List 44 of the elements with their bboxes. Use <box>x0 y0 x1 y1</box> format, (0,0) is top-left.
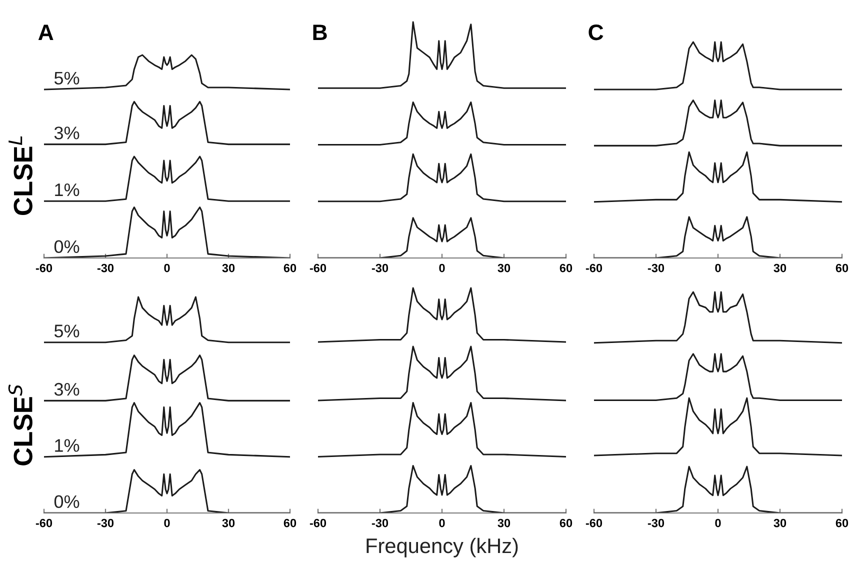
series-label: 0% <box>54 495 80 508</box>
x-tick-label: -60 <box>586 518 602 528</box>
y-axis-title: CLSE$^{S}$ <box>8 384 32 466</box>
x-tick-label: 30 <box>222 518 235 528</box>
x-tick-label: -30 <box>372 518 388 528</box>
x-tick-label: 60 <box>836 264 848 272</box>
x-tick-label: 0 <box>164 518 170 528</box>
x-tick-label: 30 <box>774 518 786 528</box>
x-tick-label: -30 <box>97 264 114 272</box>
x-tick-label: -30 <box>648 518 664 528</box>
x-tick-label: 60 <box>560 264 572 272</box>
x-tick-label: -60 <box>310 264 326 272</box>
chart-title: A <box>38 24 54 40</box>
x-tick-label: -60 <box>36 518 52 528</box>
x-tick-label: 0 <box>715 264 721 272</box>
x-tick-label: 60 <box>284 518 296 528</box>
series-label: 3% <box>54 126 80 140</box>
x-tick-label: 0 <box>439 264 445 272</box>
x-tick-label: 60 <box>284 264 296 272</box>
x-tick-label: -30 <box>97 518 114 528</box>
x-tick-label: -30 <box>648 264 664 272</box>
x-tick-label: -60 <box>310 518 326 528</box>
series-label: 1% <box>55 183 80 196</box>
x-tick-label: 30 <box>774 264 786 272</box>
x-tick-label: -60 <box>586 264 602 272</box>
series-label: 1% <box>55 439 80 452</box>
x-axis-title: Frequency (kHz) <box>366 538 518 558</box>
x-tick-label: 30 <box>498 264 510 272</box>
x-tick-label: 60 <box>836 518 848 528</box>
series-label: 5% <box>54 324 80 338</box>
x-tick-label: 60 <box>560 518 572 528</box>
x-tick-label: -30 <box>372 264 388 272</box>
series-label: 0% <box>54 240 80 254</box>
chart-title: B <box>313 24 327 40</box>
series-label: 5% <box>54 72 80 85</box>
x-tick-label: 0 <box>439 518 445 528</box>
x-tick-label: -60 <box>36 264 52 272</box>
chart-title: C <box>588 24 604 40</box>
x-tick-label: 30 <box>498 518 510 528</box>
y-axis-title: CLSE$^{L}$ <box>8 136 32 215</box>
series-label: 3% <box>54 382 80 396</box>
x-tick-label: 0 <box>164 264 170 272</box>
x-tick-label: 30 <box>222 264 235 272</box>
x-tick-label: 0 <box>715 518 721 528</box>
